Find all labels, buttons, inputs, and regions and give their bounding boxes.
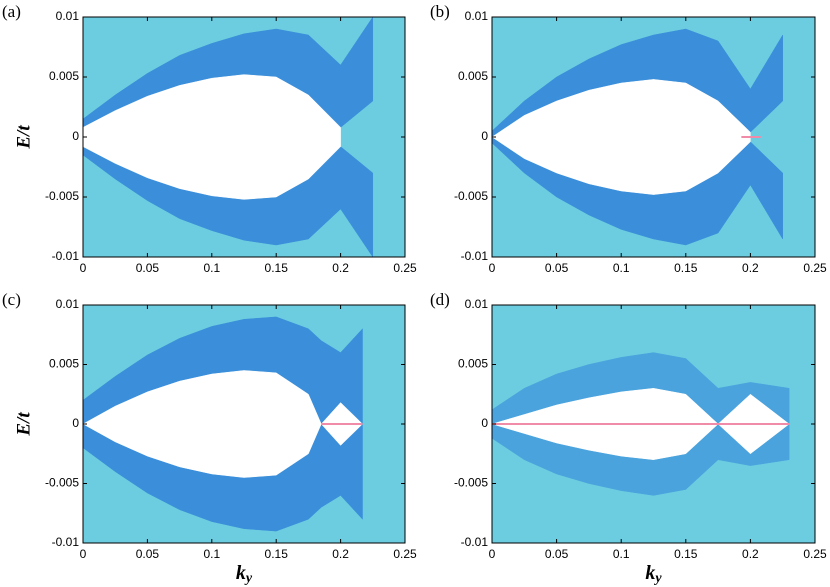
x-tick-label: 0 — [80, 547, 87, 561]
y-tick-label: 0 — [72, 129, 79, 143]
gap-region — [83, 74, 341, 200]
panel: 0 0.05 0.1 0.15 0.2 0.25 0.01 0.005 0 -0.005 -0.01… — [2, 290, 417, 586]
x-tick-label: 0.2 — [332, 547, 349, 561]
y-tick-label: -0.01 — [461, 249, 489, 263]
x-tick-label: 0.25 — [393, 547, 417, 561]
y-tick-label: -0.01 — [52, 249, 80, 263]
x-axis-label-sub: y — [244, 571, 253, 586]
x-tick-label: 0.2 — [742, 261, 759, 275]
y-tick-label: 0.01 — [465, 297, 489, 311]
y-tick-label: 0.005 — [458, 357, 488, 371]
x-tick-label: 0.15 — [265, 261, 289, 275]
x-tick-label: 0.05 — [136, 547, 160, 561]
panel: 0 0.05 0.1 0.15 0.2 0.25 0.01 0.005 0 -0.005 -0.01… — [430, 290, 827, 586]
plot-area — [83, 316, 363, 532]
x-tick-label: 0.25 — [803, 547, 827, 561]
x-tick-label: 0.25 — [393, 261, 417, 275]
y-tick-label: 0.01 — [56, 9, 80, 23]
x-axis-label: ky — [236, 562, 253, 587]
y-tick-label: 0.005 — [49, 69, 79, 83]
y-axis-label: E/t — [13, 412, 34, 437]
x-tick-label: 0.05 — [545, 261, 569, 275]
x-tick-label: 0.05 — [136, 261, 160, 275]
x-tick-label: 0.1 — [203, 547, 220, 561]
x-tick-label: 0.25 — [803, 261, 827, 275]
x-tick-label: 0 — [489, 547, 496, 561]
y-tick-label: -0.005 — [454, 189, 488, 203]
y-tick-label: 0 — [481, 129, 488, 143]
x-axis-label-main: k — [236, 562, 246, 584]
x-tick-label: 0 — [80, 261, 87, 275]
x-tick-label: 0.15 — [265, 547, 289, 561]
plot-area — [492, 352, 790, 496]
y-tick-label: -0.005 — [45, 189, 79, 203]
y-tick-label: 0 — [72, 416, 79, 430]
y-tick-label: -0.01 — [461, 535, 489, 549]
panel-label: (b) — [430, 2, 450, 21]
panel: 0 0.05 0.1 0.15 0.2 0.25 0.01 0.005 0 -0.005 -0.01… — [2, 2, 417, 275]
y-tick-label: -0.005 — [45, 476, 79, 490]
x-tick-label: 0.2 — [742, 547, 759, 561]
y-tick-label: 0.005 — [49, 357, 79, 371]
plot-area — [492, 28, 783, 246]
x-tick-label: 0.15 — [674, 547, 698, 561]
y-tick-label: -0.01 — [52, 535, 80, 549]
y-tick-label: 0.01 — [56, 297, 80, 311]
x-tick-label: 0.1 — [613, 547, 630, 561]
x-tick-label: 0.1 — [613, 261, 630, 275]
x-axis-label-main: k — [645, 562, 655, 584]
y-tick-label: 0.005 — [458, 69, 488, 83]
x-tick-label: 0.2 — [332, 261, 349, 275]
x-tick-label: 0 — [489, 261, 496, 275]
x-tick-label: 0.1 — [203, 261, 220, 275]
panel: 0 0.05 0.1 0.15 0.2 0.25 0.01 0.005 0 -0.005 -0.01… — [430, 2, 827, 275]
y-tick-label: 0 — [481, 416, 488, 430]
y-tick-label: -0.005 — [454, 476, 488, 490]
plot-area — [83, 17, 374, 257]
x-tick-label: 0.05 — [545, 547, 569, 561]
y-axis-label: E/t — [13, 125, 34, 150]
y-tick-label: 0.01 — [465, 9, 489, 23]
panel-label: (d) — [430, 290, 450, 309]
x-axis-label-sub: y — [653, 571, 662, 586]
x-axis-label: ky — [645, 562, 662, 587]
panel-label: (a) — [2, 2, 21, 21]
x-tick-label: 0.15 — [674, 261, 698, 275]
panel-label: (c) — [2, 290, 21, 309]
